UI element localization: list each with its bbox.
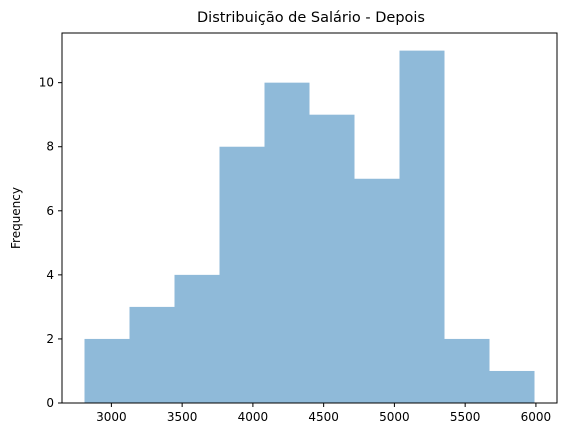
histogram-bar-7 — [354, 178, 400, 403]
histogram-bar-6 — [309, 114, 355, 404]
chart-title: Distribuição de Salário - Depois — [197, 10, 425, 26]
histogram-bar-10 — [489, 370, 535, 403]
x-tick-label: 5500 — [450, 410, 481, 424]
histogram-bar-1 — [84, 338, 130, 403]
y-tick-label: 10 — [39, 76, 54, 90]
x-tick-label: 6000 — [521, 410, 552, 424]
x-tick-label: 4000 — [238, 410, 269, 424]
y-axis: 0 2 4 6 8 10 — [39, 76, 62, 410]
histogram-bar-9 — [444, 338, 490, 403]
x-tick-label: 3500 — [167, 410, 198, 424]
histogram-bar-8 — [399, 50, 445, 403]
x-tick-label: 4500 — [308, 410, 339, 424]
y-tick-label: 4 — [46, 268, 54, 282]
y-axis-label: Frequency — [9, 187, 23, 249]
plot-frame — [61, 32, 558, 404]
x-tick-label: 5000 — [379, 410, 410, 424]
y-tick-label: 8 — [46, 140, 54, 154]
y-tick-label: 2 — [46, 332, 54, 346]
bars-group — [84, 50, 535, 404]
histogram-bar-4 — [219, 146, 265, 403]
y-tick-label: 0 — [46, 396, 54, 410]
histogram-bar-3 — [174, 274, 220, 403]
y-tick-label: 6 — [46, 204, 54, 218]
x-axis: 3000 3500 4000 4500 5000 5500 6000 — [96, 403, 551, 424]
histogram-bar-2 — [129, 306, 175, 403]
x-tick-label: 3000 — [96, 410, 127, 424]
histogram-bar-5 — [264, 82, 310, 403]
